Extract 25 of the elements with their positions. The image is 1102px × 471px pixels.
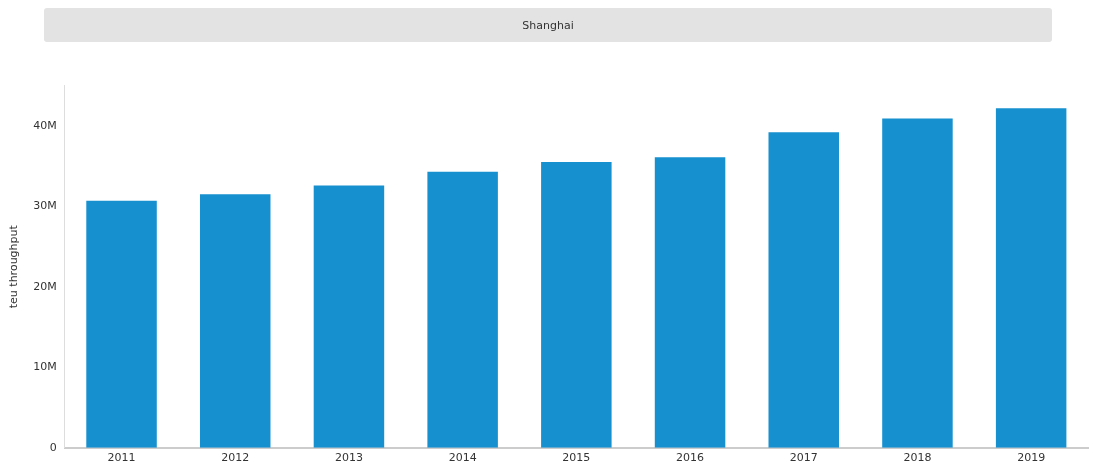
bar <box>654 157 726 448</box>
y-tick-label: 0 <box>49 440 57 454</box>
y-tick-label: 10M <box>33 360 57 374</box>
y-tick-label: 40M <box>33 118 57 132</box>
y-tick-label: 30M <box>33 199 57 213</box>
bar <box>427 171 498 448</box>
y-tick-label: 20M <box>33 279 57 293</box>
x-tick-label: 2017 <box>789 451 818 465</box>
x-tick-label: 2013 <box>334 451 363 465</box>
x-tick-label: 2016 <box>676 451 705 465</box>
x-tick-label: 2014 <box>448 451 477 465</box>
bar <box>199 194 271 448</box>
x-tick-label: 2011 <box>107 451 136 465</box>
bar <box>995 108 1067 448</box>
x-tick-label: 2012 <box>221 451 250 465</box>
chart-title: Shanghai <box>44 8 1052 42</box>
bar <box>313 185 385 448</box>
y-axis-title: teu throughput <box>7 224 21 309</box>
bar <box>86 200 157 448</box>
x-tick-label: 2018 <box>903 451 932 465</box>
bar <box>768 132 839 448</box>
bar <box>541 162 612 448</box>
x-tick-label: 2019 <box>1017 451 1046 465</box>
bar <box>882 118 953 448</box>
x-tick-label: 2015 <box>562 451 591 465</box>
